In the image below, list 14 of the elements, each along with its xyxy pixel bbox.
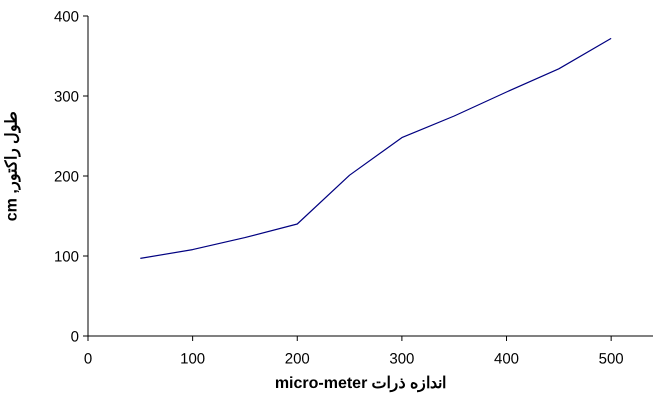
y-tick-label: 0	[70, 328, 79, 346]
y-tick-label: 400	[54, 8, 79, 26]
x-axis-title: اندازه ذرات micro-meter	[274, 375, 446, 393]
x-tick-label: 200	[284, 350, 310, 368]
y-axis-title: طول راکتور, cm	[4, 110, 22, 222]
line-series	[140, 38, 612, 259]
x-tick-label: 0	[84, 350, 92, 368]
x-tick-label: 400	[494, 350, 520, 368]
x-tick-label: 100	[180, 350, 206, 368]
y-tick-label: 100	[54, 248, 79, 266]
x-tick-label: 300	[389, 350, 414, 368]
y-tick-label: 200	[54, 168, 79, 186]
y-tick-label: 300	[54, 88, 79, 106]
x-tick-label: 500	[598, 350, 624, 368]
